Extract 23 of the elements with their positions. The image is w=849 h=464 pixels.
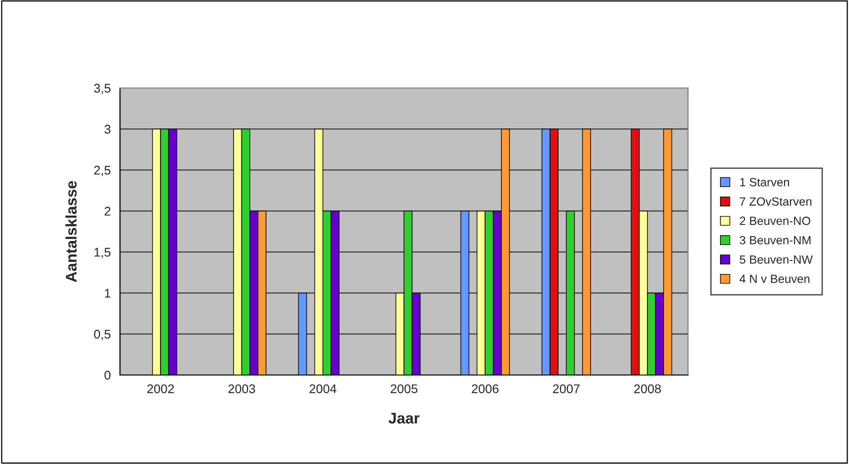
x-axis-title: Jaar (388, 412, 420, 424)
x-tick-label: 2004 (310, 384, 336, 394)
y-tick-label: 1,5 (94, 248, 110, 258)
x-tick-label: 2002 (147, 384, 174, 394)
legend-label: 4 N v Beuven (740, 274, 810, 284)
x-tick-label: 2007 (553, 384, 580, 394)
y-tick-label: 1 (104, 288, 110, 298)
y-tick-label: 2 (104, 206, 110, 216)
x-tick-label: 2005 (390, 384, 418, 394)
y-tick-label: 3,5 (94, 84, 110, 94)
y-axis-title: Aantalsklasse (65, 181, 77, 282)
y-tick-label: 3 (104, 124, 110, 134)
legend-label: 7 ZOvStarven (740, 197, 812, 206)
legend-label: 2 Beuven-NO (740, 216, 810, 226)
legend-label: 3 Beuven-NM (740, 236, 810, 244)
x-tick-label: 2008 (634, 384, 661, 394)
y-tick-label: 2,5 (94, 166, 110, 176)
x-tick-label: 2006 (472, 384, 498, 394)
x-tick-label: 2003 (228, 384, 256, 394)
y-tick-label: 0,5 (94, 330, 110, 340)
y-tick-label: 0 (104, 370, 110, 380)
legend-label: 1 Starven (740, 178, 790, 186)
legend-label: 5 Beuven-NW (740, 255, 813, 264)
